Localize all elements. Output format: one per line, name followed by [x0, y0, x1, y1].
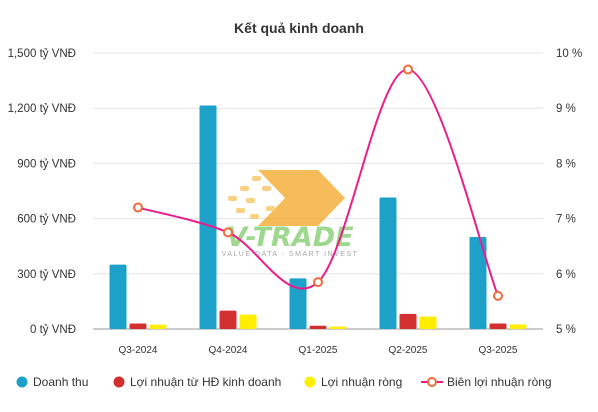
legend-label: Lợi nhuận từ HĐ kinh doanh: [130, 375, 281, 389]
legend-item-4: Biên lợi nhuận ròng: [421, 375, 552, 389]
margin-point: [313, 277, 323, 288]
margin-point: [403, 64, 413, 75]
y-right-tick-label: 7 %: [556, 214, 576, 226]
x-tick-label: Q1-2025: [299, 345, 338, 356]
bar-2: [219, 310, 237, 329]
bar-3: [509, 324, 527, 329]
margin-line: [133, 64, 503, 301]
bar-1: [379, 197, 397, 329]
watermark-dash: [266, 206, 275, 211]
margin-point: [223, 227, 233, 238]
bar-2: [489, 323, 507, 329]
legend-label: Biên lợi nhuận ròng: [447, 375, 552, 389]
legend-swatch: [16, 376, 28, 388]
y-right-tick-label: 8 %: [556, 158, 576, 170]
bar-1: [199, 105, 217, 329]
watermark-dash: [246, 198, 255, 203]
watermark-arrow-shape: [258, 170, 345, 226]
watermark-dash: [250, 214, 259, 219]
y-right-tick-label: 9 %: [556, 103, 576, 115]
y-left-tick-label: 300 tỷ VNĐ: [17, 269, 76, 281]
bar-3: [419, 316, 437, 329]
y-right-tick-label: 10 %: [556, 48, 582, 60]
watermark-arrow-icon: [228, 170, 345, 226]
watermark-dash: [262, 186, 271, 191]
legend-swatch: [304, 376, 316, 388]
x-tick-label: Q4-2024: [209, 345, 248, 356]
x-tick-label: Q3-2024: [119, 345, 158, 356]
y-right-tick-label: 5 %: [556, 324, 576, 336]
bar-2: [399, 313, 417, 329]
bar-3: [239, 314, 257, 329]
y-right-tick-label: 6 %: [556, 269, 576, 281]
legend-swatch: [427, 377, 437, 387]
legend-item-2: Lợi nhuận từ HĐ kinh doanh: [113, 375, 281, 389]
bar-2: [129, 323, 147, 329]
chart-title: Kết quả kinh doanh: [234, 20, 364, 36]
legend-item-3: Lợi nhuận ròng: [304, 375, 402, 389]
watermark-tagline: VALUE DATA - SMART INVEST: [222, 251, 359, 258]
y-left-tick-label: 900 tỷ VNĐ: [17, 158, 76, 170]
watermark-dash: [252, 176, 261, 181]
margin-point: [133, 202, 143, 213]
legend-label: Lợi nhuận ròng: [321, 375, 402, 389]
legend-swatch: [113, 376, 125, 388]
axes: 0 tỷ VNĐ 300 tỷ VNĐ 600 tỷ VNĐ 900 tỷ VNĐ 1,…: [8, 48, 583, 356]
bar-3: [329, 326, 347, 329]
watermark-dash: [240, 186, 249, 191]
legend-label: Doanh thu: [33, 375, 88, 389]
legend-item-1: Doanh thu: [16, 375, 88, 389]
y-left-tick-label: 1,500 tỷ VNĐ: [8, 48, 76, 60]
watermark-dash: [228, 196, 237, 201]
bar-1: [289, 278, 307, 329]
watermark-dash: [236, 208, 245, 213]
margin-point: [493, 290, 503, 301]
y-left-tick-label: 600 tỷ VNĐ: [17, 214, 76, 226]
bar-2: [309, 325, 327, 329]
bars: [109, 105, 527, 329]
bar-3: [149, 324, 167, 329]
bar-1: [469, 237, 487, 329]
x-tick-label: Q2-2025: [389, 345, 428, 356]
legend: Doanh thu Lợi nhuận từ HĐ kinh doanh Lợi n…: [16, 375, 552, 389]
bar-1: [109, 264, 127, 329]
y-left-tick-label: 1,200 tỷ VNĐ: [8, 103, 76, 115]
watermark-brand: V-TRADE: [226, 222, 354, 253]
x-tick-label: Q3-2025: [479, 345, 518, 356]
y-left-tick-label: 0 tỷ VNĐ: [30, 324, 76, 336]
